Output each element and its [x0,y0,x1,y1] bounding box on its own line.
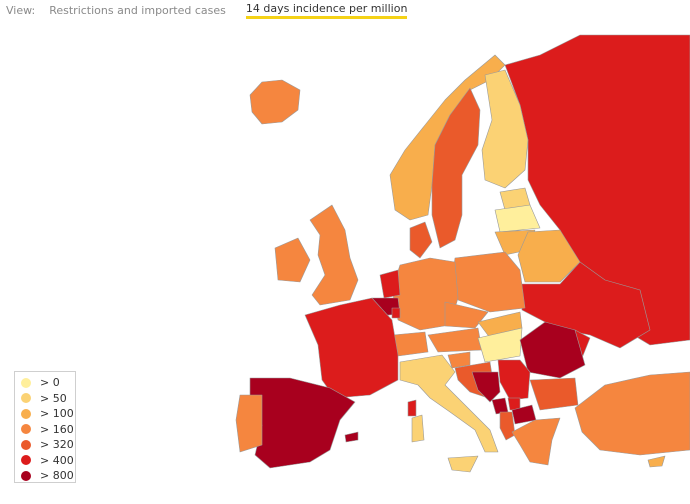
country-norway[interactable] [389,54,506,221]
legend-item: > 800 [21,468,75,484]
legend-swatch [21,393,31,404]
country-sweden[interactable] [431,87,481,249]
country-latvia[interactable] [494,204,541,233]
legend-label: > 800 [40,469,74,483]
country-bulgaria[interactable] [529,377,579,411]
country-albania[interactable] [499,411,516,441]
legend-label: > 50 [40,391,67,405]
region-balearic[interactable] [344,431,359,443]
country-cyprus[interactable] [647,455,666,468]
country-austria[interactable] [427,327,483,353]
country-iceland[interactable] [249,79,301,125]
country-denmark[interactable] [409,221,433,259]
region-sicily[interactable] [447,455,479,473]
country-portugal[interactable] [235,394,263,453]
country-italy[interactable] [399,354,499,453]
country-slovenia[interactable] [447,351,471,369]
country-czechia[interactable] [444,301,489,329]
legend-item: > 100 [21,406,75,422]
country-greece[interactable] [511,417,561,466]
legend-swatch [21,439,31,450]
legend-item: > 400 [21,453,75,469]
legend-label: > 400 [40,453,74,467]
legend-swatch [21,470,31,481]
color-legend: > 0 > 50 > 100 > 160 > 320 > 400 > 800 [14,371,76,483]
view-option-incidence[interactable]: 14 days incidence per million [245,2,408,19]
country-luxembourg[interactable] [391,307,401,319]
country-ukraine[interactable] [519,261,651,349]
view-label: View: [6,3,36,17]
legend-item: > 320 [21,437,75,453]
country-belarus[interactable] [517,229,581,283]
legend-swatch [21,424,31,435]
legend-label: > 100 [40,407,74,421]
country-romania[interactable] [519,321,586,379]
view-option-restrictions[interactable]: Restrictions and imported cases [49,3,226,17]
country-finland[interactable] [481,69,529,189]
region-sardinia[interactable] [411,414,425,443]
country-hungary[interactable] [477,327,523,363]
country-serbia[interactable] [497,359,531,401]
country-uk[interactable] [309,204,359,306]
legend-item: > 0 [21,375,75,391]
legend-swatch [21,455,31,466]
legend-item: > 160 [21,422,75,438]
legend-swatch [21,408,31,419]
country-france[interactable] [304,297,399,399]
legend-label: > 160 [40,422,74,436]
view-selector: View: Restrictions and imported cases 14… [6,0,427,20]
region-corsica[interactable] [407,399,417,417]
country-bosnia[interactable] [471,371,501,403]
legend-item: > 50 [21,391,75,407]
country-switzerland[interactable] [392,331,429,357]
legend-swatch [21,377,31,388]
legend-label: > 320 [40,438,74,452]
country-netherlands[interactable] [379,269,401,299]
country-ireland[interactable] [274,237,311,283]
country-turkey[interactable] [574,371,690,456]
country-poland[interactable] [451,251,526,313]
country-montenegro[interactable] [491,397,509,415]
legend-label: > 0 [40,376,60,390]
